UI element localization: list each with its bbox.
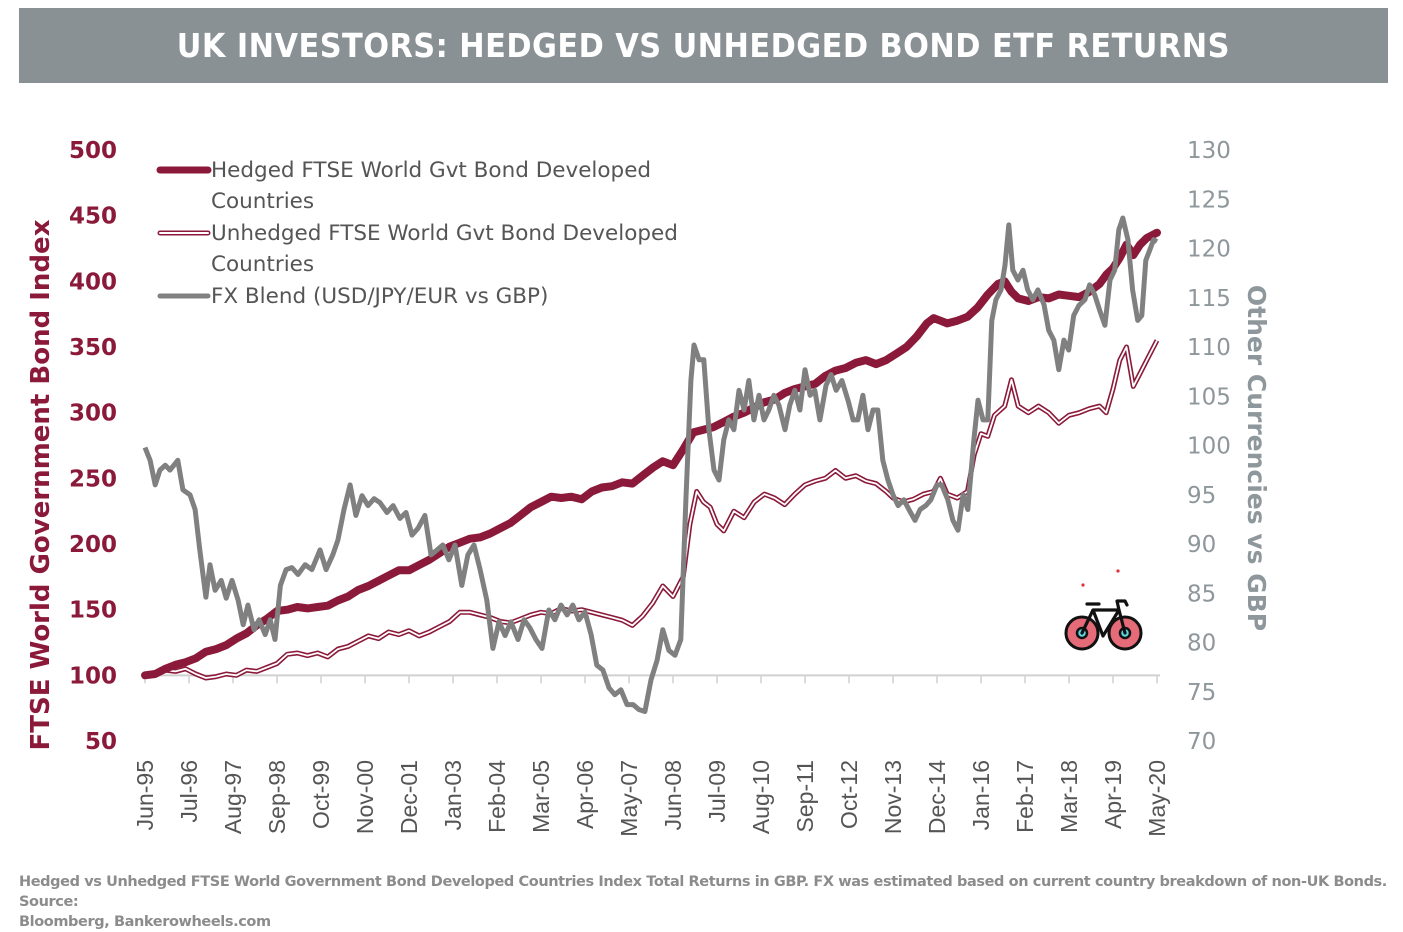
legend-item-fx[interactable]: FX Blend (USD/JPY/EUR vs GBP) [157,284,548,309]
legend-label-unhedged-line1: Unhedged FTSE World Gvt Bond Developed [211,221,678,246]
x-axis-tick-label: Oct-12 [836,760,862,829]
legend-label-hedged-line2: Countries [211,189,314,214]
legend-item-unhedged[interactable]: Unhedged FTSE World Gvt Bond Developed C… [157,221,685,277]
chart: 50 100 150 200 250 300 350 400 450 500 70 75 80 85 90… [26,138,1271,837]
x-axis-tick-label: Jul-96 [176,760,202,823]
x-axis-tick-label: Aug-97 [220,760,246,834]
x-axis-tick-label: Sep-98 [264,760,290,834]
title-bar: UK INVESTORS: HEDGED VS UNHEDGED BOND ET… [19,8,1388,83]
x-axis-tick-label: Nov-13 [880,760,906,834]
right-axis-tick-label: 75 [1187,680,1216,706]
dot [1081,583,1085,587]
bike-frame [1080,599,1129,638]
legend-label-unhedged-line2: Countries [211,252,314,277]
right-axis-ticks: 70 75 80 85 90 95 100 105 110 115 120 125 130 [1187,138,1231,755]
x-axis-tick-label: Oct-99 [308,760,334,829]
left-axis-tick-label: 400 [69,269,117,295]
left-axis-tick-label: 450 [69,204,117,230]
right-axis-tick-label: 90 [1187,532,1216,558]
right-axis-tick-label: 125 [1187,187,1231,213]
right-axis-label: Other Currencies vs GBP [1242,285,1271,631]
right-axis-tick-label: 110 [1187,335,1231,361]
left-axis-tick-label: 300 [69,401,117,427]
x-axis-tick-label: Apr-19 [1100,760,1126,829]
legend-item-hedged[interactable]: Hedged FTSE World Gvt Bond Developed Cou… [156,158,658,214]
left-axis-tick-label: 250 [69,466,117,492]
legend-label-fx: FX Blend (USD/JPY/EUR vs GBP) [211,284,548,309]
series-layer [141,215,1161,714]
x-axis-tick-label: Apr-06 [572,760,598,829]
caption-line-2: Bloomberg, Bankerowheels.com [19,914,271,930]
right-axis-tick-label: 115 [1187,286,1231,312]
series-line-hedged [141,228,1161,680]
right-axis-tick-label: 105 [1187,384,1231,410]
x-axis-tick-label: Jun-95 [132,760,158,830]
left-axis-tick-label: 100 [69,663,117,689]
left-axis-ticks: 50 100 150 200 250 300 350 400 450 500 [69,138,117,755]
x-axis-tick-label: Nov-00 [352,760,378,834]
x-axis-tick-label: May-20 [1144,760,1170,837]
bicycle-icon [1064,569,1143,651]
left-axis-label: FTSE World Government Bond Index [26,219,56,750]
right-axis-tick-label: 85 [1187,581,1216,607]
x-axis-tick-label: Aug-10 [748,760,774,834]
right-axis-tick-label: 100 [1187,434,1231,460]
x-axis-tick-label: Sep-11 [792,760,818,832]
x-axis-tick-label: Dec-14 [924,760,950,834]
right-axis-tick-label: 130 [1187,138,1231,164]
x-axis-labels: Jun-95 Jul-96 Aug-97 Sep-98 Oct-99 Nov-00 Dec-… [132,760,1170,837]
left-axis-tick-label: 500 [69,138,117,164]
x-axis-tick-label: Feb-17 [1012,760,1038,833]
caption-line-1: Hedged vs Unhedged FTSE World Government… [19,874,1387,910]
legend-label-unhedged: Unhedged FTSE World Gvt Bond Developed C… [211,221,685,277]
x-axis-tick-label: Mar-05 [528,760,554,833]
legend-label-hedged: Hedged FTSE World Gvt Bond Developed Cou… [211,158,658,214]
left-axis-tick-label: 50 [85,729,117,755]
left-axis-tick-label: 200 [69,532,117,558]
right-axis-tick-label: 120 [1187,237,1231,263]
x-axis-tick-label: Jun-08 [660,760,686,830]
caption: Hedged vs Unhedged FTSE World Government… [19,872,1389,932]
chart-title: UK INVESTORS: HEDGED VS UNHEDGED BOND ET… [176,26,1231,65]
legend-label-hedged-line1: Hedged FTSE World Gvt Bond Developed [211,158,651,183]
x-axis-tick-label: Jan-16 [968,760,994,830]
right-axis-tick-label: 95 [1187,483,1216,509]
legend: Hedged FTSE World Gvt Bond Developed Cou… [156,158,685,309]
series-line-fx [142,215,1159,714]
dot [1116,569,1120,573]
x-axis-tick-label: May-07 [616,760,642,837]
x-axis-tick-label: Jan-03 [440,760,466,830]
x-axis-tick-label: Feb-04 [484,760,510,833]
right-axis-tick-label: 70 [1187,729,1216,755]
x-axis-tick-label: Mar-18 [1056,760,1082,833]
x-axis-tick-label: Jul-09 [704,760,730,823]
series-line-unhedged [144,339,1160,681]
x-axis-tick-label: Dec-01 [396,760,422,834]
right-axis-tick-label: 80 [1187,631,1216,657]
left-axis-tick-label: 150 [69,598,117,624]
left-axis-tick-label: 350 [69,335,117,361]
series-line-unhedged-inner [144,339,1158,679]
